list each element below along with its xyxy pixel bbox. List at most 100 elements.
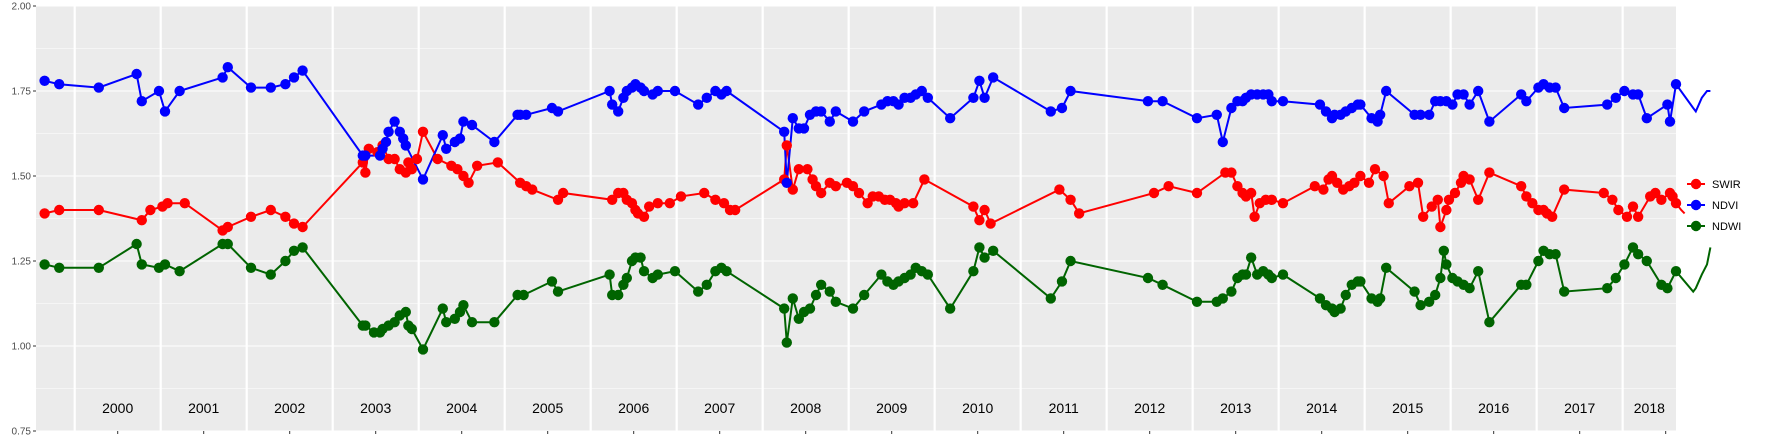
swir-point xyxy=(288,218,300,229)
legend: SWIR NDVI NDWI xyxy=(1687,178,1741,233)
swir-point xyxy=(1627,201,1639,212)
swir-point xyxy=(907,198,919,209)
swir-point xyxy=(1226,167,1237,178)
ndwi-point xyxy=(810,289,822,301)
ndvi-point xyxy=(987,72,999,83)
swir-point xyxy=(1266,194,1278,205)
year-label: 2008 xyxy=(790,400,821,416)
ndwi-point xyxy=(131,238,142,250)
ndvi-point xyxy=(1458,89,1469,100)
swir-point xyxy=(974,215,985,226)
ndwi-point xyxy=(417,344,429,355)
swir-point xyxy=(527,184,538,195)
swir-point xyxy=(452,164,463,175)
legend-label-ndwi: NDWI xyxy=(1712,221,1741,233)
year-label: 2014 xyxy=(1306,400,1337,416)
ndvi-point xyxy=(1065,85,1076,97)
ndwi-point xyxy=(1533,255,1544,267)
ndvi-point xyxy=(1559,102,1570,114)
year-label: 2013 xyxy=(1220,400,1251,416)
ndvi-point xyxy=(1632,89,1644,100)
ndvi-point xyxy=(383,126,394,137)
ndvi-point xyxy=(815,106,827,117)
year-label: 2005 xyxy=(532,400,563,416)
ndwi-point xyxy=(466,317,478,328)
swir-point xyxy=(162,198,173,209)
ndvi-point xyxy=(288,72,300,83)
ndvi-point xyxy=(297,65,308,76)
ndvi-point xyxy=(638,85,650,97)
swir-point xyxy=(1670,198,1682,209)
ndwi-point xyxy=(815,279,827,290)
ndvi-point xyxy=(606,99,618,110)
ndvi-point xyxy=(265,82,276,93)
ndvi-point xyxy=(613,106,624,117)
year-label: 2002 xyxy=(274,400,305,416)
swir-point xyxy=(847,181,859,192)
swir-point xyxy=(463,177,474,188)
swir-point xyxy=(1516,181,1527,192)
ndvi-point xyxy=(1374,109,1386,121)
ndwi-point xyxy=(1245,252,1257,263)
ndvi-point xyxy=(604,85,615,97)
swir-point xyxy=(1355,170,1366,182)
ndvi-point xyxy=(721,85,732,97)
ndwi-point xyxy=(1435,272,1446,284)
swir-point xyxy=(793,164,805,175)
swir-point xyxy=(1527,198,1538,209)
ndwi-point xyxy=(721,266,732,277)
ndwi-point xyxy=(987,245,999,256)
ndvi-point xyxy=(360,150,371,161)
swir-point xyxy=(179,198,190,209)
swir-point xyxy=(1613,204,1624,216)
swir-point xyxy=(297,221,308,233)
ndvi-point xyxy=(652,85,663,97)
ndwi-point xyxy=(1191,296,1203,307)
swir-point xyxy=(664,198,676,209)
ndwi-point xyxy=(635,252,646,263)
ndwi-point xyxy=(1438,245,1450,256)
ndwi-point xyxy=(39,259,50,270)
ndvi-point xyxy=(174,85,185,97)
ndwi-point xyxy=(847,303,859,314)
swir-point xyxy=(1598,187,1609,199)
ndvi-point xyxy=(847,116,859,127)
swir-point xyxy=(1546,211,1558,222)
swir-point xyxy=(1607,194,1618,205)
ndvi-point xyxy=(280,79,291,90)
swir-point xyxy=(265,204,276,216)
ndwi-point xyxy=(1217,293,1228,304)
ndvi-point xyxy=(1484,116,1495,127)
ndvi-point xyxy=(437,130,448,141)
swir-point xyxy=(729,204,741,216)
ndwi-point xyxy=(265,269,276,280)
ndwi-point xyxy=(1226,286,1237,297)
swir-point xyxy=(1065,194,1076,205)
ndwi-point xyxy=(968,266,979,277)
y-axis: 0.75 1.00 1.25 1.50 1.75 2.00 xyxy=(12,2,36,438)
swir-point xyxy=(699,187,710,199)
ndwi-point xyxy=(297,242,308,253)
year-label: 2010 xyxy=(962,400,993,416)
grid-lines xyxy=(36,5,1676,432)
ndwi-point xyxy=(1355,276,1366,287)
swir-point xyxy=(815,187,827,199)
ndwi-point xyxy=(922,269,934,280)
swir-point xyxy=(802,164,813,175)
swir-point xyxy=(1191,187,1203,199)
ndwi-point xyxy=(830,296,841,307)
ndwi-point xyxy=(1441,259,1452,270)
ndvi-point xyxy=(1610,92,1622,104)
ndwi-point xyxy=(1430,289,1441,301)
ndvi-point xyxy=(1355,99,1366,110)
ndwi-point xyxy=(1266,272,1278,284)
swir-point xyxy=(1449,187,1461,199)
year-label: 2009 xyxy=(876,400,907,416)
swir-point xyxy=(1559,184,1570,195)
swir-point xyxy=(1245,187,1257,199)
ndvi-point xyxy=(1602,99,1613,110)
swir-point xyxy=(643,201,655,212)
year-label: 2006 xyxy=(618,400,649,416)
swir-point xyxy=(136,215,147,226)
